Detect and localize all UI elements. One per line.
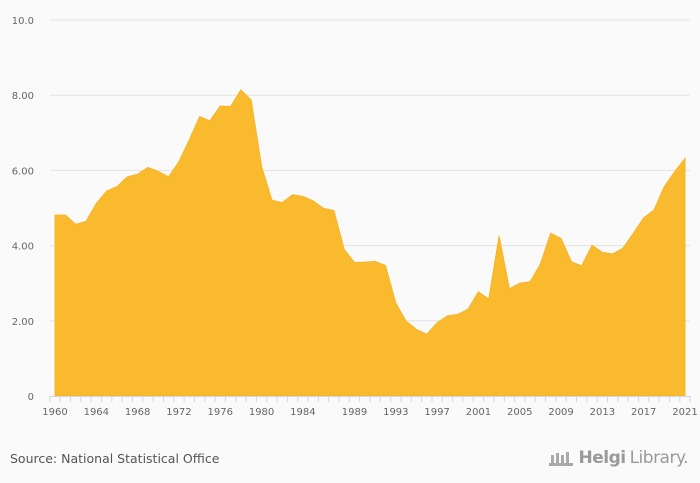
x-axis: 1960 1964 1968 1972 1976 1980 1984 1989 1993 1997…	[42, 396, 698, 418]
x-tick-label: 2009	[548, 407, 573, 418]
y-tick-label: 8.00	[12, 91, 34, 102]
x-tick-label: 1989	[342, 407, 367, 418]
x-tick-label: 1964	[84, 407, 109, 418]
y-axis-labels: 0 2.00 4.00 6.00 8.00 10.0	[12, 16, 34, 403]
source-note: Source: National Statistical Office	[10, 451, 220, 466]
y-tick-label: 2.00	[12, 317, 34, 328]
x-tick-label: 1997	[424, 407, 449, 418]
x-tick-label: 1984	[290, 407, 315, 418]
y-tick-label: 0	[28, 392, 34, 403]
x-tick-label: 1968	[125, 407, 150, 418]
x-tick-label: 1960	[42, 407, 67, 418]
x-tick-label: 2001	[466, 407, 491, 418]
x-tick-label: 1980	[249, 407, 274, 418]
x-tick-label: 2017	[631, 407, 656, 418]
library-building-icon	[549, 452, 574, 466]
x-tick-label: 1972	[166, 407, 191, 418]
logo-text-library: Library.	[629, 448, 689, 468]
area-series	[54, 89, 686, 397]
y-tick-label: 4.00	[12, 242, 34, 253]
y-tick-label: 10.0	[12, 16, 34, 27]
helgi-library-logo[interactable]: Helgi Library.	[548, 448, 689, 468]
logo-text-helgi: Helgi	[578, 448, 626, 468]
y-tick-label: 6.00	[12, 166, 34, 177]
x-tick-label: 1976	[208, 407, 233, 418]
x-tick-label: 1993	[383, 407, 408, 418]
x-tick-label: 2005	[507, 407, 532, 418]
x-tick-label: 2013	[590, 407, 615, 418]
x-tick-label: 2021	[672, 407, 697, 418]
